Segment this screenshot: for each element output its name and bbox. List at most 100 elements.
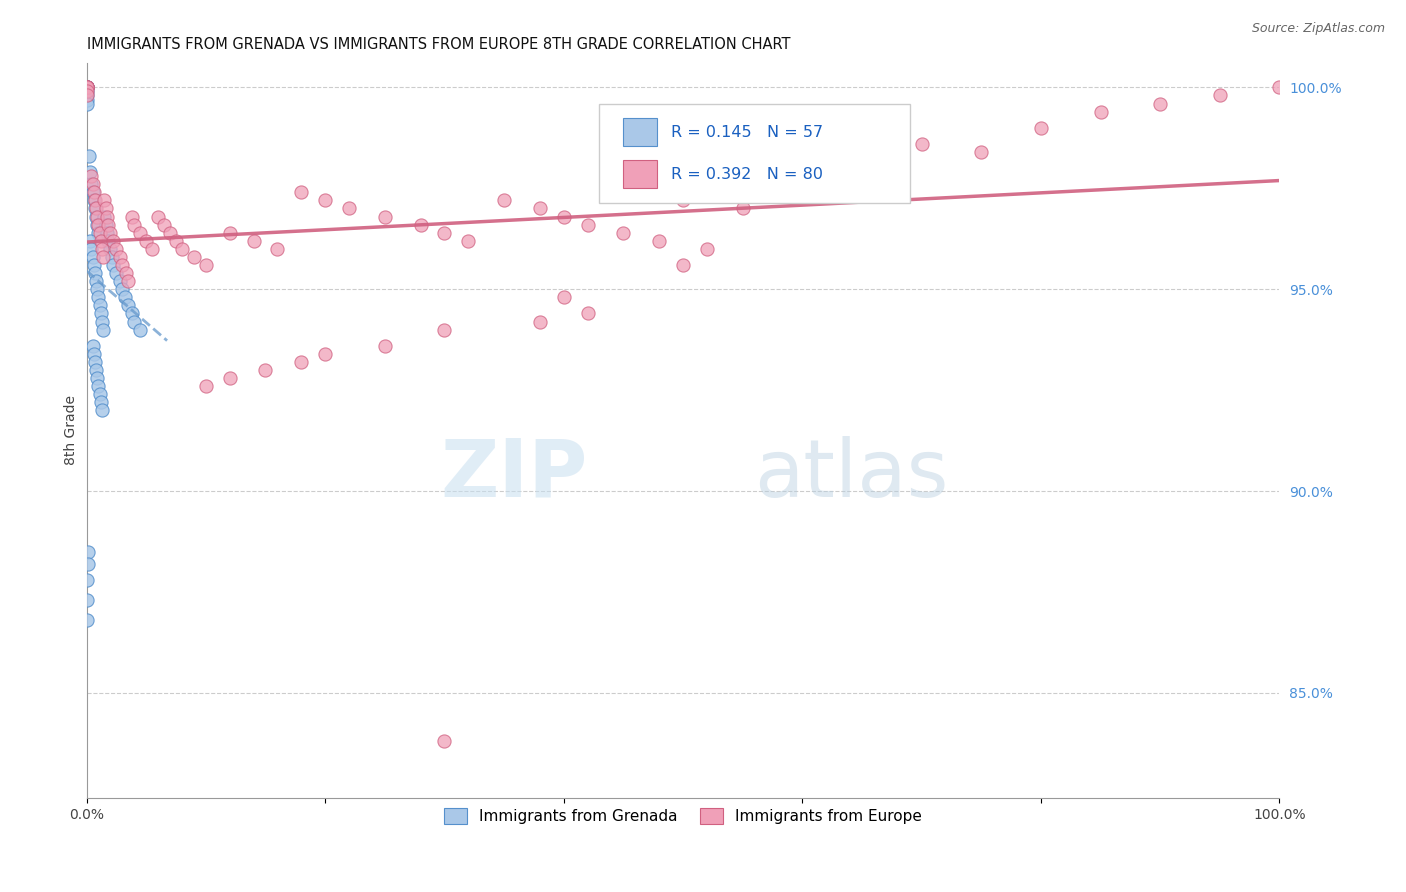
Point (529, 314, 551, 328)
Point (76, 557, 98, 571)
Point (76, 80, 98, 95)
Point (91, 322, 114, 336)
Point (114, 290, 136, 304)
Point (1090, 104, 1112, 119)
Point (194, 379, 217, 393)
Point (105, 266, 128, 280)
Point (76, 613, 98, 627)
Point (82, 186, 104, 200)
Point (76, 96, 98, 111)
Point (153, 218, 176, 232)
Y-axis label: 8th Grade: 8th Grade (65, 395, 79, 466)
Point (553, 210, 575, 224)
Point (89, 387, 111, 401)
Point (100, 242, 122, 256)
Point (111, 258, 134, 272)
Point (94, 218, 117, 232)
Point (83, 258, 105, 272)
Point (82, 178, 104, 192)
Point (290, 186, 312, 200)
Point (141, 242, 163, 256)
Point (254, 363, 277, 377)
Point (87, 218, 110, 232)
Point (94, 202, 117, 216)
Point (91, 250, 114, 264)
Point (115, 266, 138, 280)
Point (91, 403, 114, 417)
Point (80, 169, 103, 184)
Point (76, 80, 98, 95)
Point (91, 314, 114, 328)
Point (1209, 88, 1232, 103)
Point (576, 306, 599, 320)
Point (90, 306, 112, 320)
Point (101, 234, 124, 248)
Bar (623, 119, 657, 146)
Point (111, 282, 134, 296)
Point (76, 80, 98, 95)
Point (290, 355, 312, 369)
Point (117, 298, 139, 312)
Point (792, 161, 814, 175)
Point (129, 226, 152, 240)
Point (374, 339, 396, 353)
Point (1149, 96, 1171, 111)
Point (100, 226, 122, 240)
Point (433, 734, 456, 748)
Point (409, 218, 432, 232)
Text: IMMIGRANTS FROM GRENADA VS IMMIGRANTS FROM EUROPE 8TH GRADE CORRELATION CHART: IMMIGRANTS FROM GRENADA VS IMMIGRANTS FR… (87, 37, 790, 53)
Point (1268, 80, 1291, 95)
Point (79, 234, 101, 248)
Text: atlas: atlas (755, 435, 949, 514)
Text: R = 0.145   N = 57: R = 0.145 N = 57 (671, 125, 823, 140)
Legend: Immigrants from Grenada, Immigrants from Europe: Immigrants from Grenada, Immigrants from… (437, 803, 928, 830)
Point (84, 274, 107, 288)
Point (90, 234, 112, 248)
Point (194, 258, 217, 272)
Text: Source: ZipAtlas.com: Source: ZipAtlas.com (1251, 22, 1385, 36)
Point (83, 355, 105, 369)
Point (93, 194, 115, 208)
Point (374, 210, 396, 224)
Point (970, 145, 993, 159)
Text: ZIP: ZIP (440, 435, 588, 514)
Point (87, 226, 110, 240)
Point (76, 80, 98, 95)
Point (433, 322, 456, 336)
Point (266, 242, 288, 256)
Point (122, 218, 145, 232)
Point (314, 194, 336, 208)
Bar (623, 161, 657, 188)
Point (648, 234, 671, 248)
Point (97, 234, 120, 248)
Point (218, 371, 240, 385)
Point (165, 234, 187, 248)
Point (84, 210, 107, 224)
Point (76, 85, 98, 99)
Point (87, 290, 110, 304)
Point (851, 169, 873, 184)
Point (93, 210, 115, 224)
Point (76, 80, 98, 95)
Point (84, 363, 107, 377)
Point (1029, 120, 1052, 135)
Point (82, 250, 104, 264)
Point (97, 218, 120, 232)
Point (76, 573, 98, 587)
Point (117, 274, 139, 288)
Point (82, 339, 104, 353)
Point (86, 210, 108, 224)
Point (218, 226, 240, 240)
Point (83, 347, 105, 361)
Point (83, 266, 105, 280)
Point (135, 234, 157, 248)
Point (612, 226, 634, 240)
Point (83, 202, 105, 216)
Point (80, 242, 103, 256)
Point (121, 210, 143, 224)
Point (529, 202, 551, 216)
Point (553, 290, 575, 304)
Point (76, 85, 98, 99)
Point (183, 250, 205, 264)
Point (457, 234, 479, 248)
